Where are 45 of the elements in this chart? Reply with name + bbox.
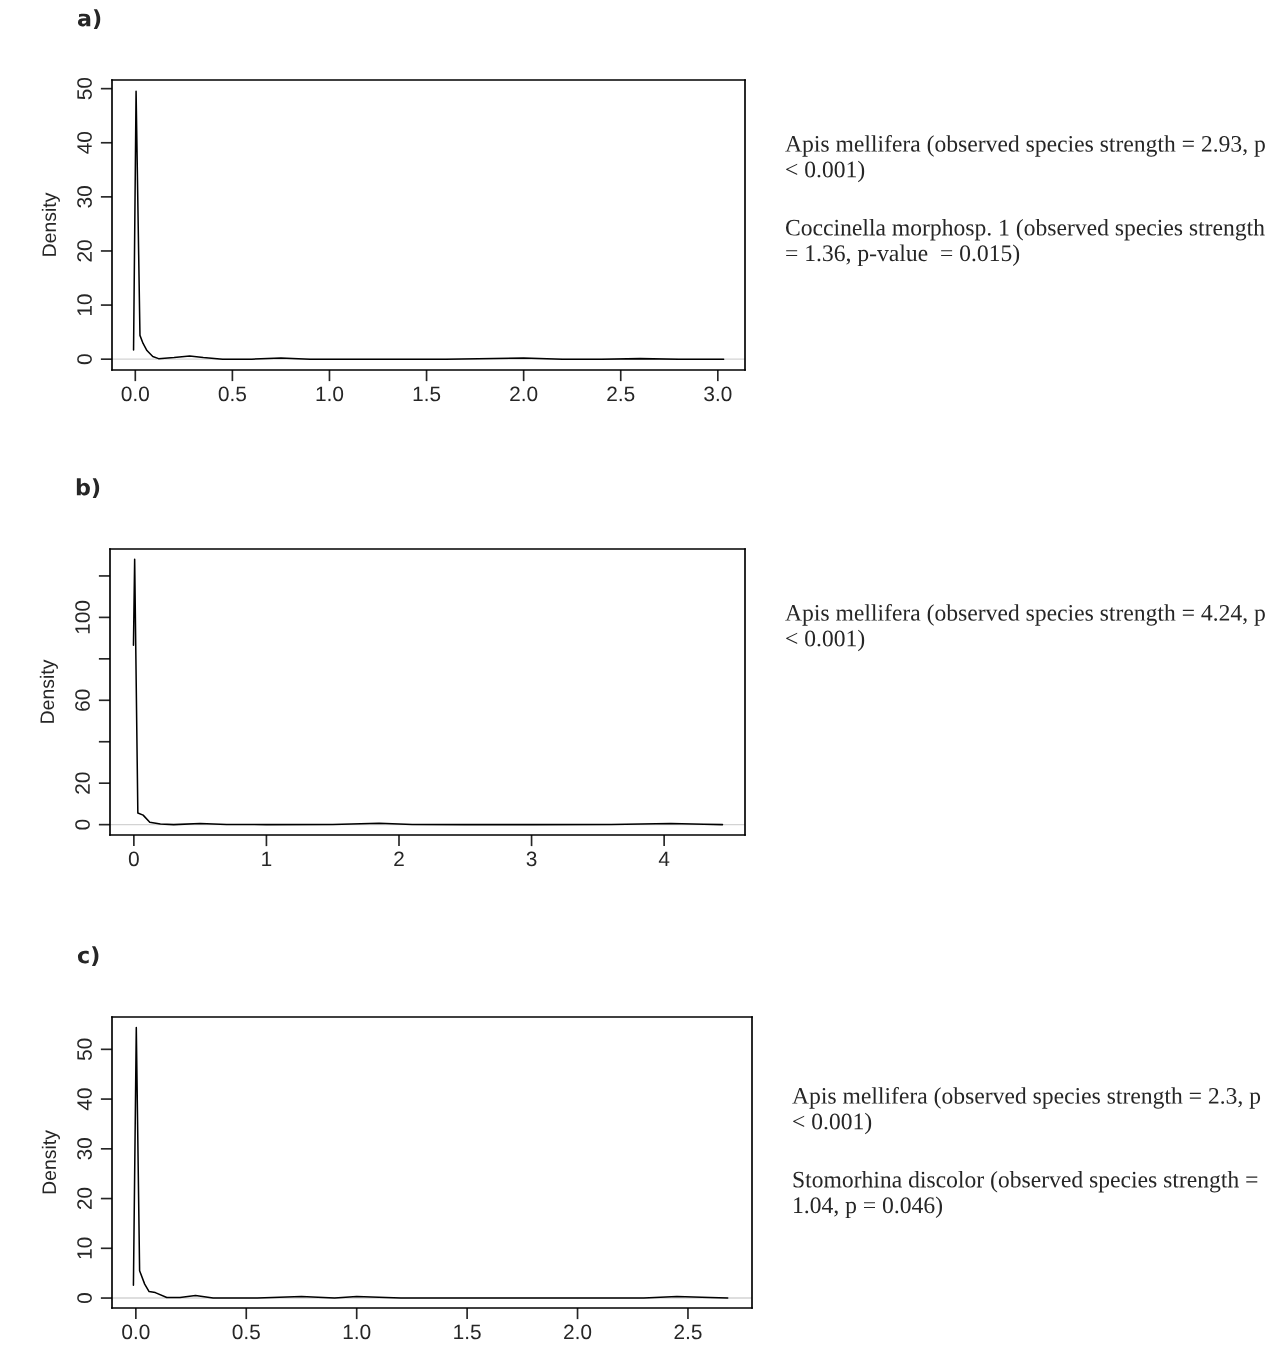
x-tick-label: 0.5 [218,386,246,402]
x-tick-label: 3 [526,851,537,867]
y-tick-label: 0 [77,1293,92,1304]
chart-title: c) [77,946,99,967]
y-tick-label: 50 [77,1038,92,1061]
y-tick-label: 20 [77,1187,92,1210]
x-tick-label: 1.5 [413,386,441,402]
x-tick-label: 1.5 [454,1324,481,1340]
x-tick-label: 2.5 [607,386,635,402]
x-tick-label: 0 [128,851,139,867]
x-tick-label: 2.5 [674,1324,702,1340]
y-tick-label: 40 [77,131,92,154]
x-tick-label: 1 [262,851,272,867]
y-tick-label: 50 [77,77,92,100]
chart-title: a) [77,9,101,30]
x-tick-label: 4 [658,851,670,867]
text: Coccinella morphosp. 1 (observed species strength = 1.36, p-value = 0.015) [785,219,1265,266]
y-axis-title: Density [39,659,58,723]
y-tick-label: 60 [75,689,90,711]
y-tick-label: 0 [75,819,90,830]
text: Apis mellifera (observed species strength = 4.24, p < 0.001) [785,604,1265,652]
y-axis-title: Density [41,1130,60,1194]
x-tick-label: 0.0 [121,386,149,402]
chart-title: b) [76,478,100,499]
y-tick-label: 10 [77,1237,92,1259]
y-tick-label: 30 [77,186,92,208]
text: Stomorhina discolor (observed species strength = 1.04, p = 0.046) [793,1171,1258,1218]
y-tick-label: 40 [77,1088,92,1111]
text: Apis mellifera (observed species strength = 2.93, p < 0.001) [785,135,1265,183]
y-axis-title: Density [41,192,60,256]
y-tick-label: 20 [77,240,92,262]
y-tick-label: 20 [75,772,90,794]
x-tick-label: 3.0 [704,386,732,402]
x-tick-label: 1.0 [343,1324,371,1340]
y-tick-label: 10 [77,294,92,316]
y-tick-label: 30 [77,1138,92,1160]
x-tick-label: 2.0 [510,386,538,402]
x-tick-label: 0.0 [122,1324,150,1340]
x-tick-label: 1.0 [316,386,344,402]
x-tick-label: 2.0 [564,1324,592,1340]
text: Apis mellifera (observed species strength = 2.3, p < 0.001) [792,1087,1261,1135]
x-tick-label: 2 [394,851,404,867]
x-tick-label: 0.5 [232,1324,260,1340]
y-tick-label: 0 [77,354,92,365]
y-tick-label: 100 [75,600,90,634]
